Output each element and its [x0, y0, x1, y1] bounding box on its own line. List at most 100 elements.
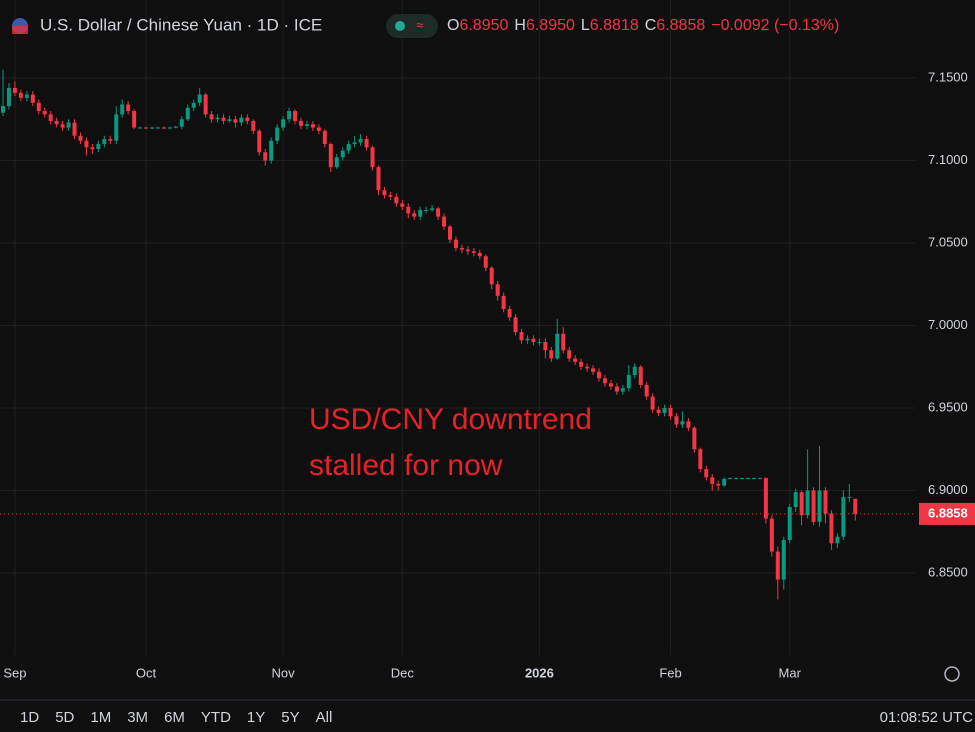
candle-body	[30, 94, 35, 103]
candle-body	[352, 142, 357, 145]
y-tick-label: 6.9000	[928, 482, 968, 497]
candle-body	[269, 140, 274, 161]
candle-body	[501, 295, 506, 310]
candle-body	[310, 124, 315, 128]
range-button[interactable]: YTD	[201, 709, 231, 726]
candle-body	[448, 226, 452, 240]
range-button[interactable]: 1Y	[247, 709, 265, 726]
candle-body	[227, 119, 232, 121]
candle-body	[495, 284, 500, 296]
candle-body	[418, 210, 423, 217]
candle-body	[543, 342, 548, 351]
candle-body	[72, 122, 77, 136]
y-tick-label: 7.0000	[928, 317, 968, 332]
candle-body	[48, 114, 53, 121]
candle-body	[304, 124, 309, 126]
candle-body	[293, 111, 298, 121]
candle-body	[644, 384, 649, 397]
ohlc-key: H	[514, 17, 526, 34]
toolbar: 01:08:52 UTC 1D 5D 1M 3M 6M YTD 1Y 5Y All	[20, 709, 973, 726]
candle-body	[740, 478, 745, 480]
x-tick-label: Sep	[3, 665, 26, 680]
candle-body	[781, 540, 786, 580]
candle-body	[483, 256, 488, 268]
annotation: stalled for now	[309, 449, 503, 482]
candle-body	[489, 267, 494, 285]
candle-body	[1, 106, 5, 113]
candle-body	[12, 87, 17, 93]
candle-body	[209, 114, 214, 120]
candle-body	[775, 551, 780, 580]
range-button[interactable]: 5Y	[281, 709, 299, 726]
last-price-box	[919, 502, 975, 525]
candle-body	[406, 206, 411, 214]
candle-body	[567, 350, 572, 359]
ohlc-key: O	[447, 17, 459, 34]
ohlc-values: O6.8950 H6.8950 L6.8818 C6.8858 −0.0092 (−0.…	[447, 17, 839, 34]
x-tick-label: Mar	[779, 665, 802, 680]
candle-body	[602, 378, 607, 384]
candle-body	[257, 130, 262, 153]
candle-body	[185, 107, 190, 120]
status-pill[interactable]	[386, 14, 438, 38]
header: U.S. Dollar / Chinese Yuan · 1D · ICE ≈ …	[12, 14, 839, 38]
candle-body	[668, 408, 673, 417]
y-tick-label: 7.0500	[928, 234, 968, 249]
range-button[interactable]: 1D	[20, 709, 39, 726]
y-tick-label: 7.1500	[928, 69, 968, 84]
settings-icon[interactable]	[944, 666, 960, 682]
candle-body	[328, 144, 333, 168]
candle-body	[853, 498, 858, 514]
range-button[interactable]: 1M	[90, 709, 111, 726]
range-button[interactable]: 6M	[164, 709, 185, 726]
candle-body	[322, 130, 327, 145]
candle-body	[120, 104, 125, 115]
candle-body	[24, 94, 29, 98]
candle-body	[823, 490, 828, 514]
candle-body	[299, 120, 303, 126]
candle-body	[465, 249, 470, 252]
candle-body	[716, 483, 721, 486]
x-tick-label: Oct	[136, 665, 157, 680]
range-button[interactable]: 3M	[127, 709, 148, 726]
range-button[interactable]: All	[316, 709, 333, 726]
candle-body	[728, 478, 733, 480]
candle-body	[245, 117, 250, 121]
candle-body	[757, 478, 762, 480]
status-dot	[395, 21, 405, 31]
candle-body	[346, 144, 351, 151]
candle-body	[769, 518, 774, 552]
y-tick-label: 7.1000	[928, 152, 968, 167]
candle-body	[60, 124, 65, 128]
candle-body	[239, 117, 244, 123]
candle-body	[686, 421, 691, 428]
candle-body	[632, 366, 637, 376]
candle-body	[108, 139, 113, 141]
ohlc-key: L	[581, 17, 590, 34]
candle-body	[626, 375, 631, 389]
candle-body	[561, 333, 566, 351]
candle-body	[18, 92, 23, 98]
candle-body	[662, 408, 667, 413]
candle-body	[710, 477, 715, 484]
candle-body	[751, 478, 756, 480]
candle-body	[340, 150, 345, 158]
candle-body	[436, 208, 441, 217]
candle-body	[722, 478, 727, 486]
candle-body	[442, 216, 447, 227]
candle-body	[221, 117, 226, 121]
candle-body	[507, 309, 512, 318]
range-button[interactable]: 5D	[55, 709, 74, 726]
candle-body	[161, 127, 166, 129]
candle-body	[525, 338, 530, 341]
candle-body	[597, 371, 601, 379]
candle-body	[132, 111, 137, 128]
annotation: USD/CNY downtrend	[309, 403, 592, 436]
candle-body	[453, 239, 458, 248]
candle-body	[394, 196, 399, 204]
candle-body	[6, 87, 11, 107]
candle-body	[138, 127, 143, 129]
